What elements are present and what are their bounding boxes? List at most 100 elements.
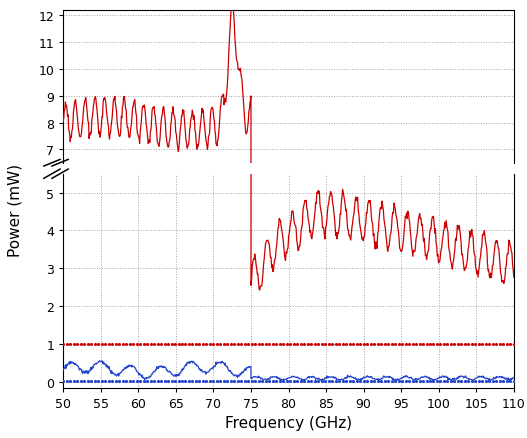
Point [101, 378, 110, 385]
Point [402, 341, 410, 348]
Point [402, 333, 410, 340]
Point [272, 333, 280, 340]
Point [499, 333, 508, 340]
Point [398, 307, 406, 314]
Point [450, 333, 458, 340]
Point [454, 378, 462, 385]
Point [478, 333, 486, 340]
Point [289, 307, 298, 314]
Point [237, 333, 246, 340]
Point [331, 378, 340, 385]
Point [136, 307, 144, 314]
Point [328, 378, 336, 385]
Point [394, 341, 403, 348]
Point [387, 307, 396, 314]
Point [115, 307, 123, 314]
Point [111, 378, 120, 385]
Point [384, 307, 392, 314]
Point [195, 378, 203, 385]
Point [269, 307, 277, 314]
Point [227, 333, 235, 340]
Point [433, 333, 441, 340]
Point [119, 378, 127, 385]
Point [325, 307, 333, 314]
Point [76, 378, 85, 385]
Point [471, 378, 480, 385]
Point [408, 341, 417, 348]
Point [475, 378, 483, 385]
Point [293, 307, 301, 314]
Point [192, 341, 200, 348]
Point [216, 378, 225, 385]
Point [485, 333, 494, 340]
Point [139, 378, 148, 385]
Point [461, 307, 469, 314]
Point [230, 333, 239, 340]
Point [436, 378, 445, 385]
Point [171, 333, 179, 340]
Point [70, 378, 78, 385]
Point [192, 307, 200, 314]
Point [136, 378, 144, 385]
Point [457, 378, 466, 385]
Point [261, 333, 270, 340]
Point [279, 341, 288, 348]
Point [202, 378, 211, 385]
Point [265, 333, 274, 340]
Point [482, 333, 490, 340]
Point [83, 378, 92, 385]
Point [405, 333, 413, 340]
Point [143, 333, 151, 340]
Point [356, 378, 364, 385]
Point [115, 378, 123, 385]
Point [195, 333, 203, 340]
Point [342, 378, 350, 385]
Point [174, 333, 183, 340]
Point [178, 341, 186, 348]
Point [199, 333, 207, 340]
Point [251, 307, 260, 314]
Point [125, 378, 134, 385]
Point [108, 333, 116, 340]
Point [63, 341, 71, 348]
Point [422, 307, 431, 314]
Point [328, 307, 336, 314]
Point [366, 307, 375, 314]
Point [188, 341, 197, 348]
Point [335, 333, 344, 340]
Point [91, 307, 99, 314]
Point [111, 333, 120, 340]
Point [353, 333, 361, 340]
Point [447, 378, 455, 385]
Point [213, 378, 221, 385]
Point [447, 307, 455, 314]
Point [125, 307, 134, 314]
Point [255, 341, 263, 348]
Point [171, 341, 179, 348]
Point [188, 333, 197, 340]
Point [495, 307, 504, 314]
Point [485, 378, 494, 385]
Point [380, 333, 389, 340]
Point [510, 341, 518, 348]
Point [119, 341, 127, 348]
Point [370, 307, 378, 314]
Point [307, 333, 316, 340]
Point [391, 341, 399, 348]
Point [422, 333, 431, 340]
Point [209, 307, 218, 314]
Point [202, 307, 211, 314]
Point [185, 341, 193, 348]
Point [174, 307, 183, 314]
Point [447, 333, 455, 340]
Point [300, 378, 308, 385]
Point [450, 341, 458, 348]
Point [83, 333, 92, 340]
Point [415, 341, 424, 348]
Point [94, 378, 102, 385]
Point [353, 378, 361, 385]
Point [297, 333, 305, 340]
Point [132, 333, 141, 340]
Point [394, 307, 403, 314]
Point [485, 307, 494, 314]
